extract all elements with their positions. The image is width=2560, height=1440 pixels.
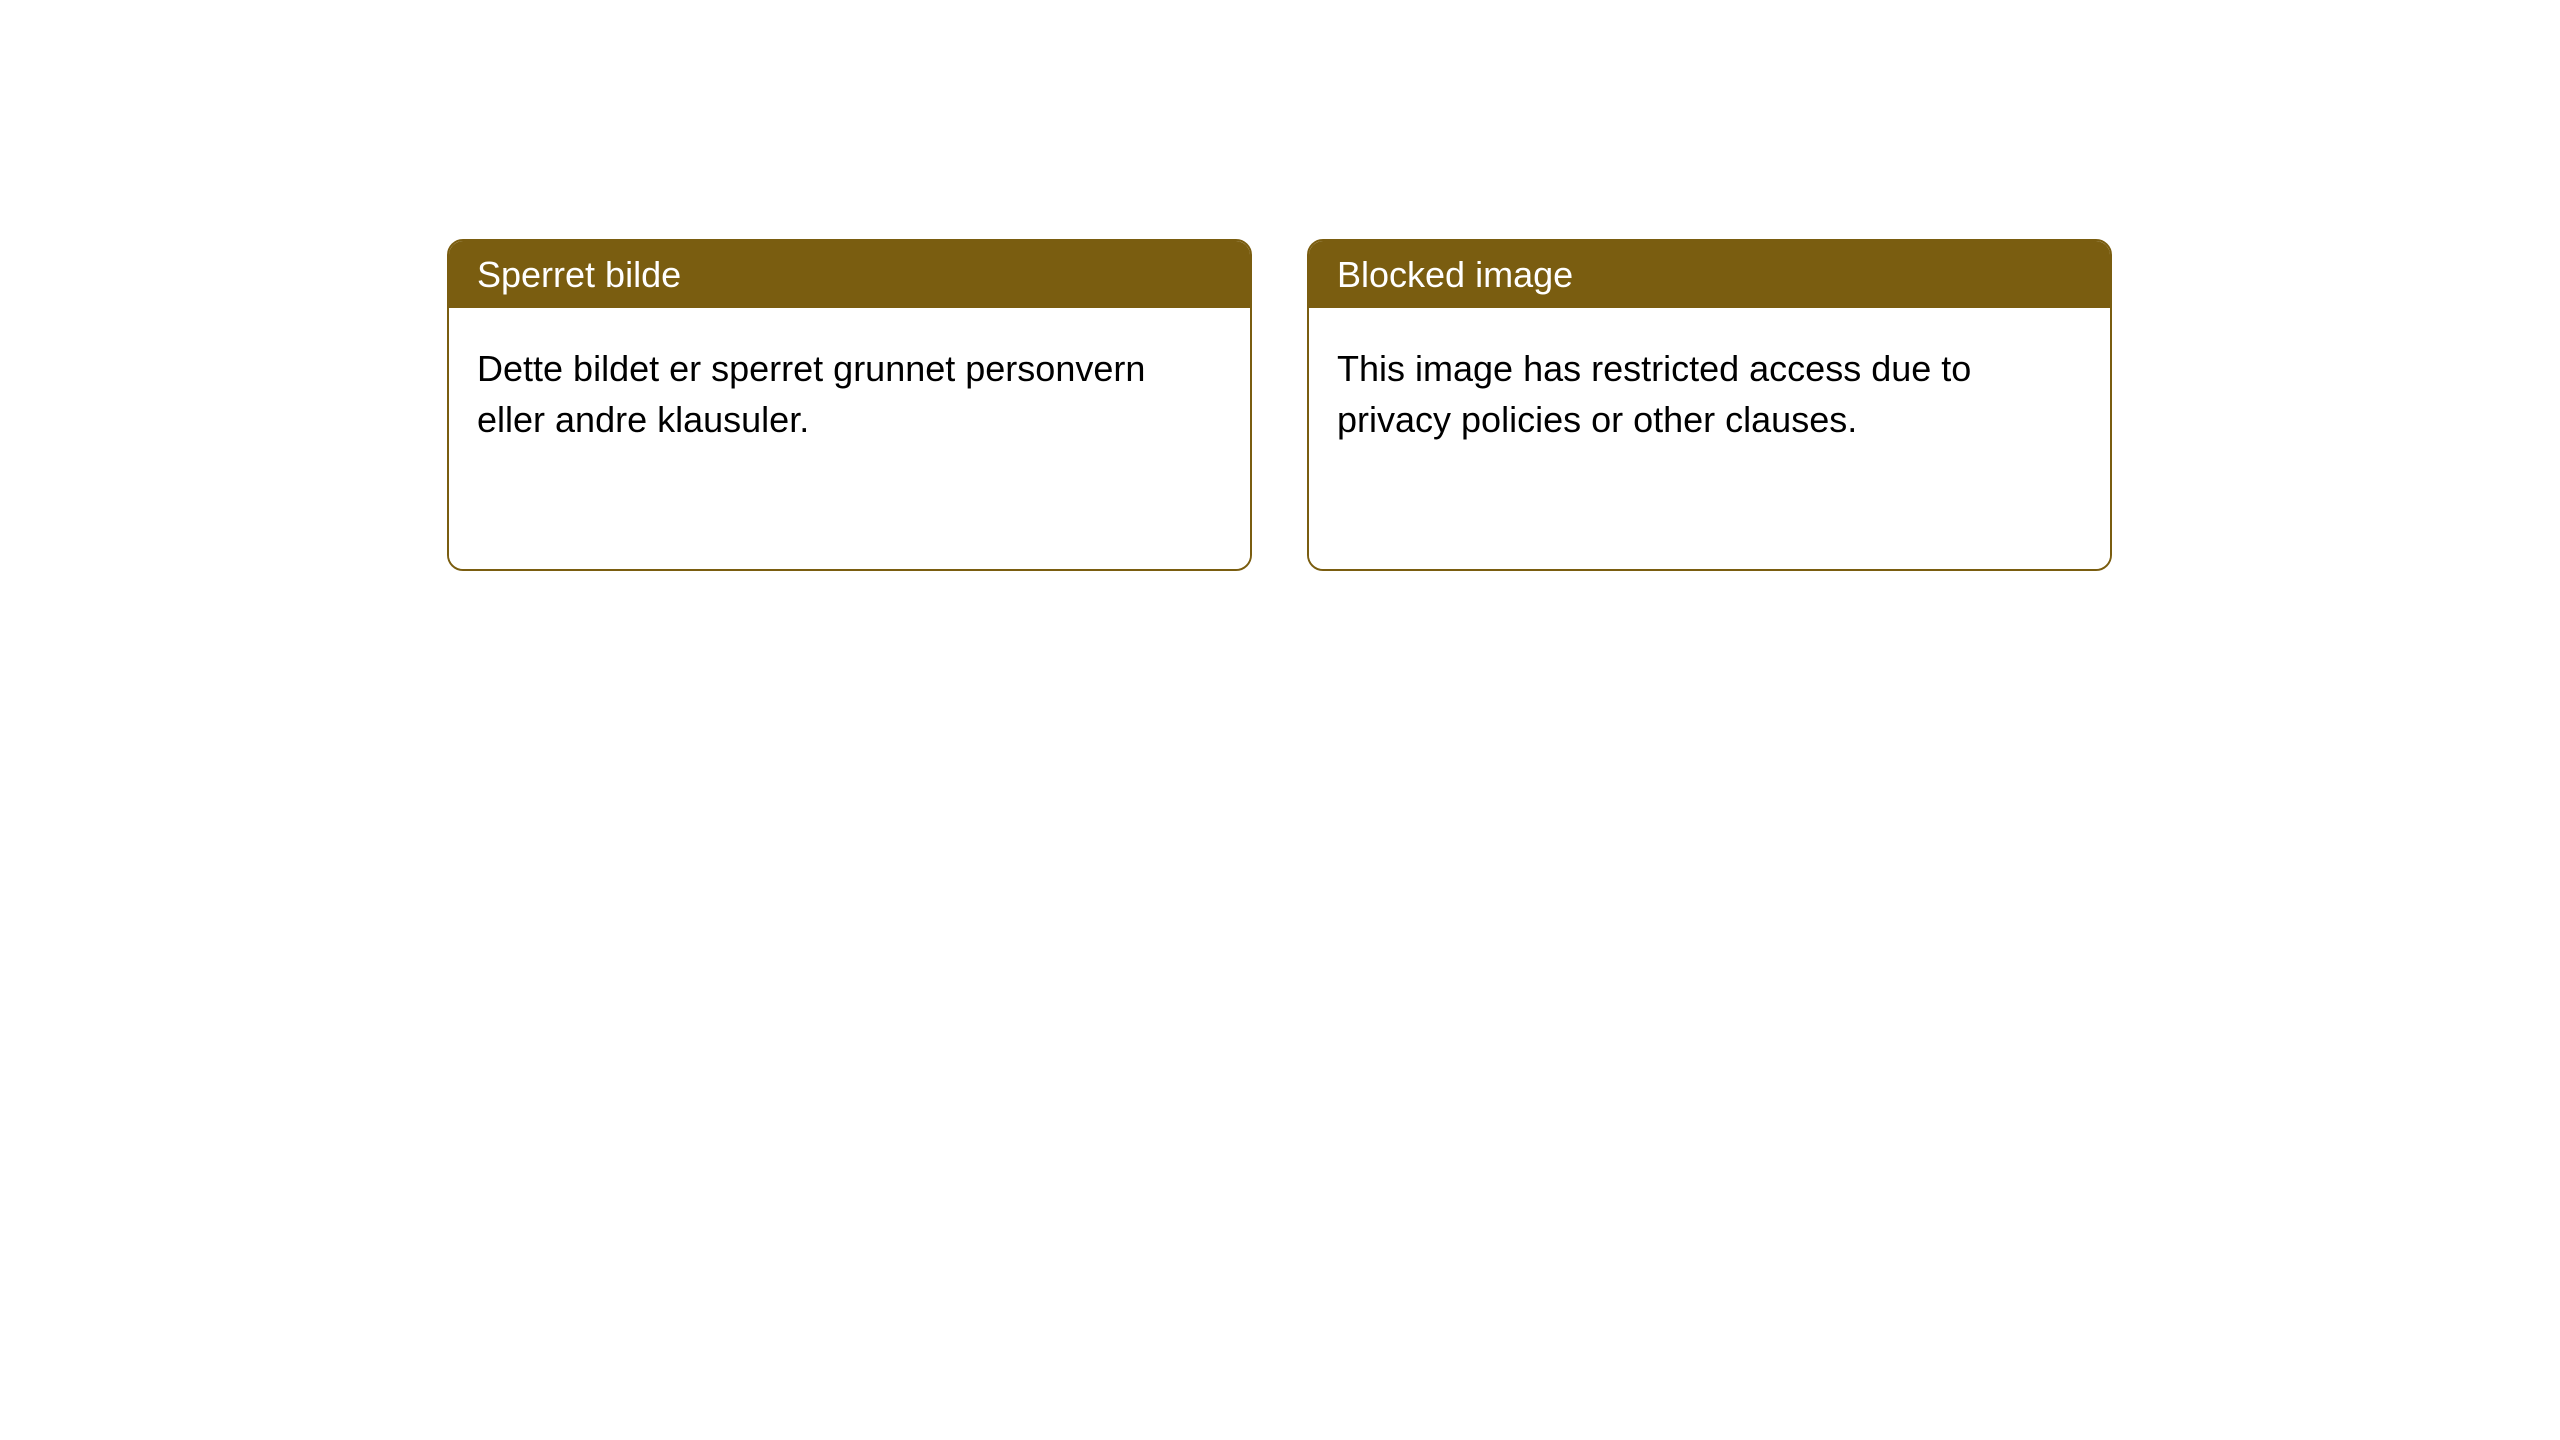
notice-container: Sperret bilde Dette bildet er sperret gr… — [447, 239, 2112, 571]
notice-box-norwegian: Sperret bilde Dette bildet er sperret gr… — [447, 239, 1252, 571]
notice-body: Dette bildet er sperret grunnet personve… — [449, 308, 1250, 569]
notice-header: Blocked image — [1309, 241, 2110, 308]
notice-header: Sperret bilde — [449, 241, 1250, 308]
notice-box-english: Blocked image This image has restricted … — [1307, 239, 2112, 571]
notice-body: This image has restricted access due to … — [1309, 308, 2110, 569]
